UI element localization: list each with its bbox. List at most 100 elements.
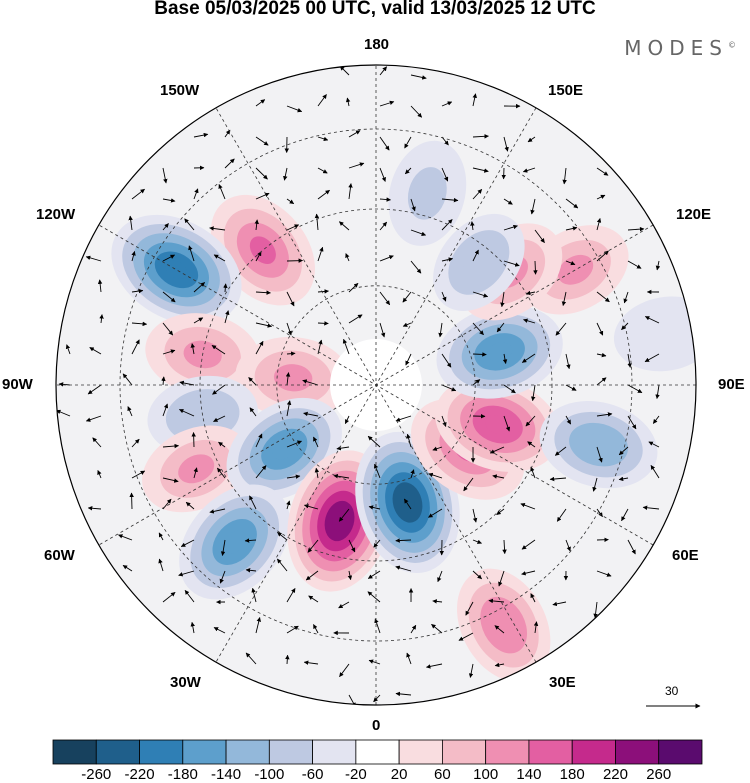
- wind-arrow: [162, 254, 176, 262]
- wind-arrow: [180, 539, 195, 547]
- wind-arrow: [472, 508, 478, 523]
- chart-title: Base 05/03/2025 00 UTC, valid 13/03/2025…: [154, 0, 596, 19]
- wind-arrow: [441, 167, 449, 182]
- colorbar-swatch: [139, 739, 184, 765]
- wind-arrow: [131, 321, 148, 327]
- wind-arrow: [561, 291, 567, 307]
- wind-arrow: [348, 130, 361, 138]
- wind-arrow: [344, 415, 350, 425]
- anomaly-band: [492, 611, 516, 640]
- wind-arrow: [131, 470, 146, 479]
- wind-arrow: [496, 508, 505, 516]
- wind-arrow: [565, 198, 579, 209]
- wind-arrow: [336, 445, 350, 451]
- wind-arrow: [317, 167, 328, 174]
- wind-arrow: [379, 255, 394, 262]
- wind-arrow: [184, 589, 195, 603]
- wind-arrow: [655, 260, 661, 271]
- wind-arrow: [437, 570, 443, 583]
- wind-arrow: [193, 317, 204, 324]
- wind-arrow: [131, 288, 144, 294]
- wind-arrow: [522, 167, 536, 173]
- colorbar-swatch: [312, 739, 357, 765]
- wind-arrow: [131, 339, 140, 355]
- wind-arrow: [565, 539, 571, 552]
- wind-arrow: [470, 221, 475, 231]
- colorbar: [52, 739, 703, 765]
- wind-arrow: [313, 624, 319, 634]
- wind-arrow: [213, 627, 226, 634]
- wind-arrow: [596, 352, 607, 358]
- colorbar-swatch: [398, 739, 443, 765]
- anomaly-band: [165, 260, 188, 279]
- wind-arrow: [251, 587, 257, 603]
- wind-arrow: [496, 322, 505, 333]
- wind-arrow: [373, 463, 381, 479]
- wind-arrow: [627, 384, 643, 394]
- lon-label-left: 90W: [2, 376, 33, 393]
- wind-arrow: [131, 438, 140, 448]
- wind-arrow: [644, 316, 660, 324]
- brand-text: MODES: [624, 36, 728, 60]
- wind-arrow: [128, 215, 133, 231]
- wind-arrow: [342, 338, 350, 355]
- anomaly-band: [463, 246, 495, 279]
- wind-arrow: [404, 167, 412, 175]
- wind-arrow: [162, 223, 169, 231]
- wind-arrow: [212, 384, 226, 395]
- wind-arrow: [525, 415, 536, 427]
- lon-label-120w: 120W: [36, 206, 76, 223]
- wind-arrow: [521, 570, 536, 576]
- wind-arrow: [314, 213, 320, 231]
- wind-arrow: [410, 229, 427, 236]
- wind-arrow: [276, 558, 288, 572]
- lon-label-150e: 150E: [548, 82, 584, 99]
- wind-arrow: [596, 570, 612, 577]
- wind-arrow: [347, 570, 353, 581]
- wind-arrow: [286, 474, 301, 479]
- wind-arrow: [533, 260, 538, 275]
- wind-arrow: [190, 621, 195, 634]
- wind-arrow: [379, 221, 388, 231]
- wind-arrow: [405, 353, 412, 366]
- wind-arrow: [642, 505, 660, 510]
- colorbar-tick-label: -60: [301, 766, 324, 783]
- wind-arrow: [286, 588, 296, 603]
- colorbar-swatch: [615, 739, 660, 765]
- wind-arrow: [403, 498, 412, 510]
- wind-arrow: [502, 353, 508, 364]
- wind-arrow: [218, 184, 226, 200]
- wind-arrow: [502, 539, 507, 555]
- wind-arrow: [655, 384, 660, 400]
- wind-arrow: [494, 625, 505, 634]
- lon-label-30e: 30E: [549, 674, 576, 691]
- wind-arrow: [565, 260, 576, 266]
- wind-arrow: [596, 217, 602, 231]
- wind-arrow: [565, 415, 572, 425]
- wind-arrow: [348, 282, 359, 293]
- wind-arrow: [317, 189, 330, 200]
- colorbar-swatch: [658, 739, 703, 765]
- wind-vectors: [56, 65, 661, 705]
- wind-arrow: [333, 473, 350, 479]
- wind-arrow: [432, 446, 443, 451]
- wind-arrow: [85, 415, 102, 422]
- wind-arrow: [313, 436, 319, 448]
- anomaly-band: [272, 438, 296, 460]
- wind-arrow: [368, 505, 381, 510]
- wind-arrow: [317, 246, 324, 262]
- wind-arrow: [472, 570, 482, 580]
- wind-arrow: [184, 218, 195, 231]
- wind-arrow: [503, 260, 520, 267]
- anomaly-band: [273, 364, 313, 392]
- wind-arrow: [211, 344, 226, 355]
- wind-arrow: [623, 291, 629, 304]
- wind-arrow: [458, 632, 474, 641]
- meridian-line: [215, 107, 537, 663]
- wind-arrow: [127, 406, 133, 417]
- wind-arrow: [379, 167, 386, 182]
- colorbar-swatch: [225, 739, 270, 765]
- wind-arrow: [410, 74, 427, 80]
- wind-arrow: [492, 474, 505, 479]
- brand-mark: ©: [728, 40, 736, 50]
